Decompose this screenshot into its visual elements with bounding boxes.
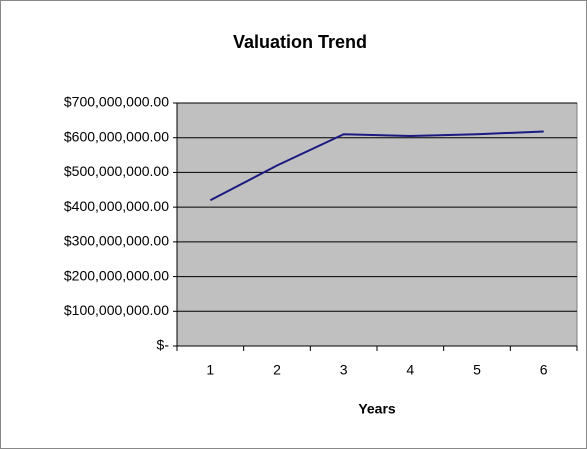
x-tick-label: 3 [340,362,348,378]
y-tick-label: $500,000,000.00 [64,163,169,179]
y-tick-label: $700,000,000.00 [64,94,169,110]
y-tick-label: $300,000,000.00 [64,233,169,249]
x-tick-label: 4 [406,362,414,378]
x-tick-label: 1 [206,362,214,378]
x-tick-label: 2 [273,362,281,378]
y-tick-label: $200,000,000.00 [64,267,169,283]
y-tick-label: $600,000,000.00 [64,128,169,144]
y-tick-label: $- [157,337,170,353]
line-series [209,130,544,202]
y-tick-label: $400,000,000.00 [64,198,169,214]
x-tick-label: 6 [540,362,548,378]
y-tick-label: $100,000,000.00 [64,302,169,318]
chart-title: Valuation Trend [233,32,367,52]
x-axis-title: Years [358,401,396,417]
plot-area [176,102,578,347]
x-tick-label: 5 [473,362,481,378]
